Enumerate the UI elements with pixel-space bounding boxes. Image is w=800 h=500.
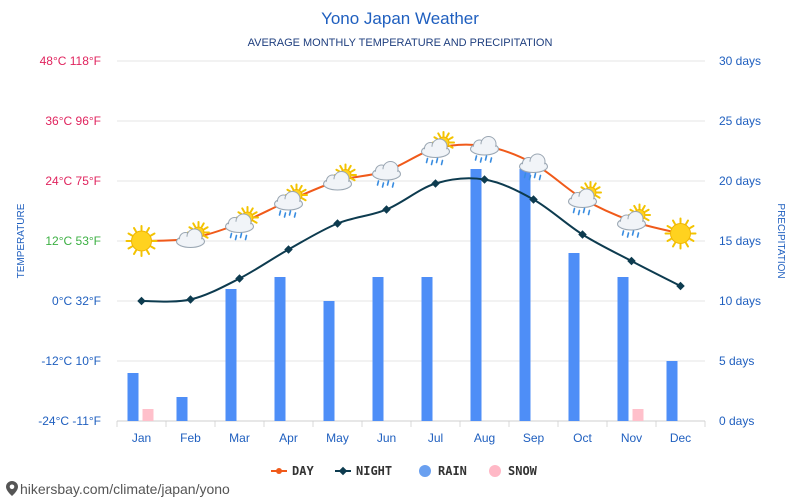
x-tick-label: Feb xyxy=(180,431,201,445)
right-axis-label: PRECIPITATION xyxy=(775,203,786,278)
left-tick-label: 24°C 75°F xyxy=(45,174,101,188)
rain-bar xyxy=(568,253,580,421)
sun-cloud-rain-icon xyxy=(617,203,651,238)
x-tick-label: Apr xyxy=(279,431,298,445)
night-point xyxy=(676,281,685,291)
sun-cloud-rain-icon xyxy=(225,206,259,241)
rain-bar xyxy=(372,277,384,421)
night-point xyxy=(529,195,538,204)
rain-bar xyxy=(421,277,433,421)
left-tick-label: 48°C 118°F xyxy=(40,54,101,68)
chart-subtitle: AVERAGE MONTHLY TEMPERATURE AND PRECIPIT… xyxy=(248,37,553,49)
left-tick-label: -12°C 10°F xyxy=(41,354,101,368)
night-point xyxy=(284,245,293,254)
legend-label: RAIN xyxy=(438,464,467,478)
cloud-rain-icon xyxy=(470,136,499,163)
legend: DAY NIGHT RAIN SNOW xyxy=(271,464,538,478)
snow-bar xyxy=(142,409,154,421)
legend-item-day[interactable]: DAY xyxy=(271,464,314,478)
x-tick-label: Dec xyxy=(670,431,691,445)
rain-bar xyxy=(617,277,629,421)
legend-label: SNOW xyxy=(508,464,538,478)
legend-item-snow[interactable]: SNOW xyxy=(489,464,538,478)
right-axis-ticks: 30 days 25 days 20 days 15 days 10 days 5 day… xyxy=(719,54,761,428)
rain-bar xyxy=(519,169,531,421)
cloud-rain-icon xyxy=(372,161,401,188)
right-tick-label: 0 days xyxy=(719,414,754,428)
sun-icon xyxy=(664,217,697,250)
x-tick-label: Jan xyxy=(132,431,151,445)
night-point xyxy=(627,256,636,266)
rain-bar xyxy=(127,373,139,421)
location-pin-icon xyxy=(6,481,18,496)
weather-icons-group xyxy=(125,131,697,257)
night-point xyxy=(431,179,440,188)
right-tick-label: 10 days xyxy=(719,294,761,308)
grid-lines xyxy=(116,60,706,427)
x-tick-label: Oct xyxy=(573,431,592,445)
rain-bar xyxy=(470,169,482,421)
footer-source[interactable]: hikersbay.com/climate/japan/yono xyxy=(6,481,230,497)
x-axis-ticks: Jan Feb Mar Apr May Jun Jul Aug Sep Oct Nov Dec xyxy=(132,431,691,445)
x-tick-label: Sep xyxy=(523,431,545,445)
sun-cloud-rain-icon xyxy=(421,131,455,166)
rain-bar xyxy=(274,277,286,421)
lines-group xyxy=(137,143,685,306)
sun-cloud-icon xyxy=(176,221,210,248)
rain-bar xyxy=(176,397,188,421)
night-point xyxy=(186,295,195,304)
left-axis-ticks: 48°C 118°F 36°C 96°F 24°C 75°F 12°C 53°F 0°C… xyxy=(38,54,101,428)
left-tick-label: 36°C 96°F xyxy=(45,114,101,128)
night-point xyxy=(137,296,146,306)
rain-bar xyxy=(323,301,335,421)
x-tick-label: Aug xyxy=(474,431,495,445)
left-tick-label: 0°C 32°F xyxy=(52,294,101,308)
legend-label: DAY xyxy=(292,464,314,478)
sun-cloud-icon xyxy=(323,163,357,191)
legend-item-night[interactable]: NIGHT xyxy=(335,464,392,478)
night-point xyxy=(480,175,489,184)
night-line xyxy=(141,177,681,303)
left-axis-label: TEMPERATURE xyxy=(16,203,27,278)
night-point xyxy=(235,274,244,283)
x-tick-label: Nov xyxy=(621,431,642,445)
chart-title: Yono Japan Weather xyxy=(321,9,479,28)
x-tick-label: Jul xyxy=(428,431,443,445)
sun-icon xyxy=(125,225,158,257)
legend-item-rain[interactable]: RAIN xyxy=(419,464,467,478)
rain-bar xyxy=(225,289,237,421)
bars-group xyxy=(127,169,678,421)
sun-cloud-rain-icon xyxy=(274,183,308,218)
source-link[interactable]: hikersbay.com/climate/japan/yono xyxy=(20,481,230,497)
left-tick-label: -24°C -11°F xyxy=(38,414,101,428)
snow-bar xyxy=(632,409,644,421)
right-tick-label: 20 days xyxy=(719,174,761,188)
night-point xyxy=(333,219,342,228)
x-tick-label: May xyxy=(326,431,349,445)
right-tick-label: 30 days xyxy=(719,54,761,68)
right-tick-label: 15 days xyxy=(719,234,761,248)
legend-label: NIGHT xyxy=(356,464,392,478)
left-tick-label: 12°C 53°F xyxy=(45,234,101,248)
x-tick-label: Jun xyxy=(377,431,396,445)
right-tick-label: 5 days xyxy=(719,354,754,368)
right-tick-label: 25 days xyxy=(719,114,761,128)
cloud-rain-icon xyxy=(519,153,548,181)
night-point xyxy=(382,205,391,214)
rain-bar xyxy=(666,361,678,421)
x-tick-label: Mar xyxy=(229,431,250,445)
sun-cloud-rain-icon xyxy=(568,181,602,216)
